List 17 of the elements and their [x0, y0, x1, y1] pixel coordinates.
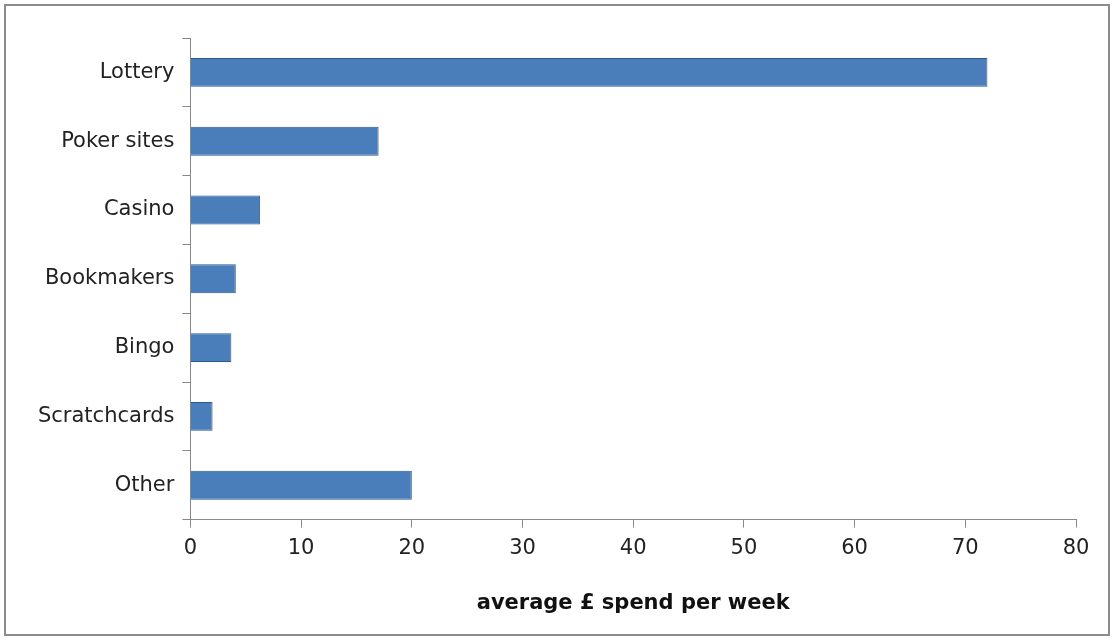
y-tick-label: Scratchcards [38, 402, 175, 427]
x-axis-title: average £ spend per week [476, 589, 791, 614]
x-tick-label: 50 [730, 534, 758, 559]
x-tick-label: 0 [183, 534, 198, 559]
x-tick-label: 80 [1062, 534, 1090, 559]
y-tick-label: Bookmakers [44, 265, 175, 290]
y-tick-label: Casino [103, 196, 175, 221]
y-tick-label: Bingo [114, 334, 175, 359]
y-tick-label: Poker sites [61, 127, 175, 152]
x-tick-label: 60 [841, 534, 868, 559]
y-tick-label: Lottery [99, 58, 175, 83]
x-tick-label: 40 [619, 534, 647, 559]
x-tick-label: 10 [287, 534, 315, 559]
y-tick-label: Other [114, 471, 175, 496]
x-tick-label: 30 [509, 534, 536, 559]
x-tick-label: 20 [398, 534, 426, 559]
x-tick-label: 70 [951, 534, 979, 559]
